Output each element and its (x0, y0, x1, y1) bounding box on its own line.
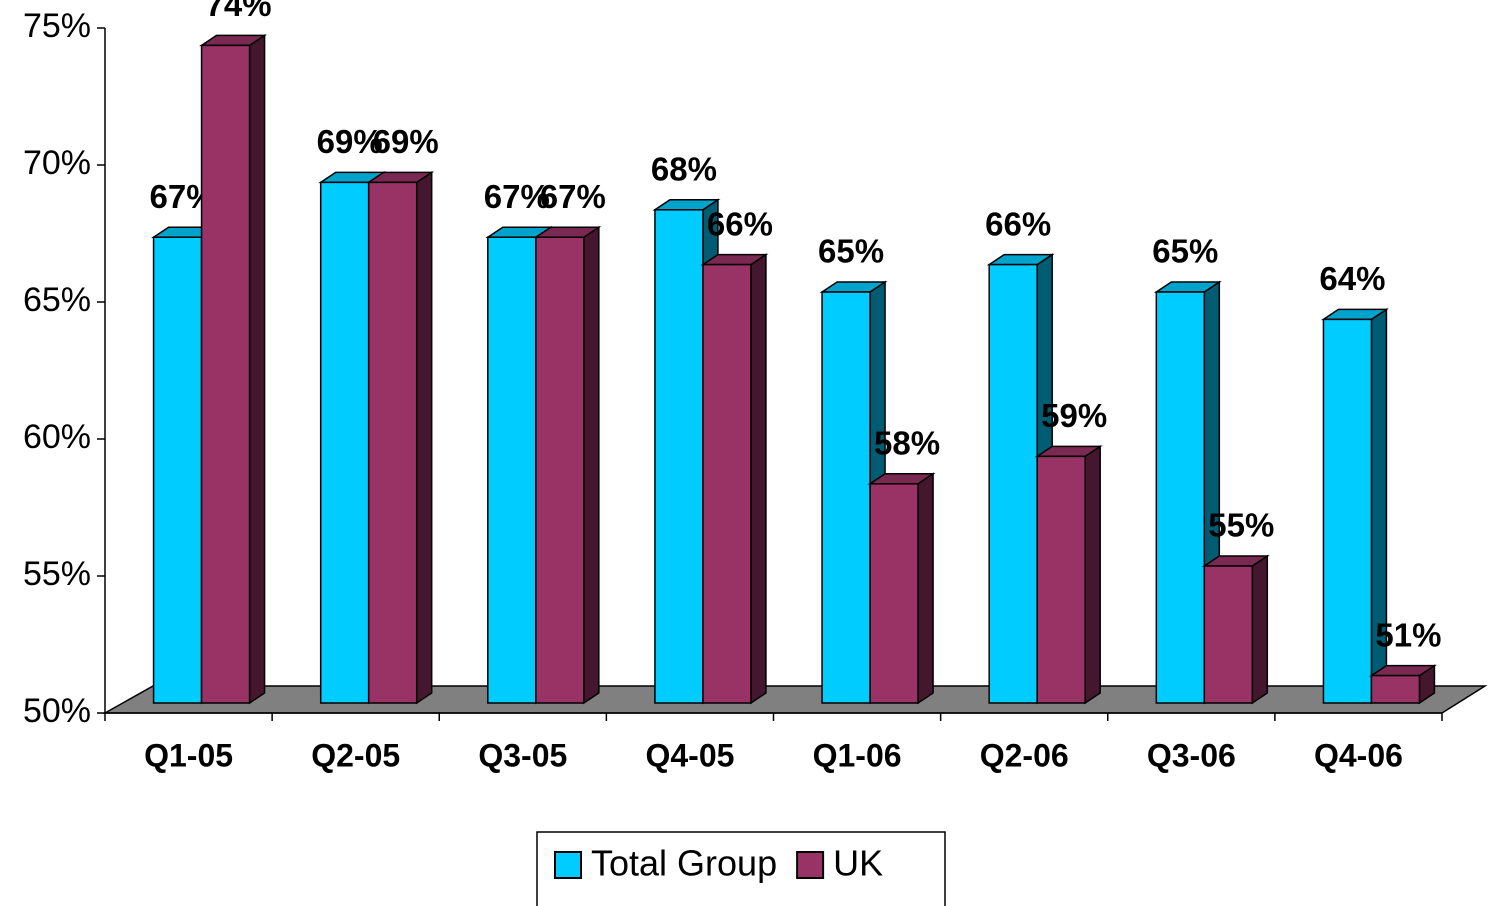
value-label: 64% (1319, 260, 1385, 297)
y-tick-label: 60% (23, 418, 91, 456)
bar (702, 263, 752, 704)
value-label: 55% (1208, 507, 1274, 544)
value-label: 69% (317, 123, 383, 160)
x-tick-label: Q1-05 (144, 737, 233, 773)
bar (200, 44, 251, 704)
x-tick-label: Q3-06 (1147, 737, 1236, 773)
value-label: 66% (985, 205, 1051, 242)
legend-label: Total Group (591, 843, 777, 884)
bar-side (1084, 444, 1101, 705)
value-label: 58% (874, 425, 940, 462)
value-label: 67% (540, 178, 606, 215)
x-tick-label: Q2-06 (980, 737, 1069, 773)
y-tick-label: 55% (23, 555, 91, 593)
value-label: 68% (651, 151, 717, 188)
value-label: 59% (1041, 397, 1107, 434)
value-label: 67% (484, 178, 550, 215)
value-label: 69% (373, 123, 439, 160)
bar (1036, 455, 1086, 704)
x-tick-label: Q2-05 (311, 737, 400, 773)
legend-label: UK (833, 843, 883, 884)
bar-side (1251, 554, 1269, 705)
floor (102, 685, 1488, 714)
bar (367, 181, 418, 704)
bar (1370, 674, 1421, 704)
bar (152, 236, 203, 704)
value-label: 65% (818, 233, 884, 270)
value-label: 65% (1152, 233, 1218, 270)
x-tick-label: Q3-05 (478, 737, 567, 773)
bar (654, 209, 704, 704)
value-label: 51% (1375, 616, 1441, 653)
y-tick-label: 65% (23, 281, 91, 319)
bar (535, 236, 585, 704)
bar (988, 263, 1038, 704)
bar-side (248, 33, 266, 705)
y-tick-label: 50% (23, 692, 91, 730)
bar-side (750, 253, 767, 705)
bar (821, 291, 871, 704)
x-tick-label: Q4-06 (1314, 737, 1403, 773)
legend-swatch (796, 851, 825, 879)
bar (869, 483, 919, 704)
bar-side (917, 472, 934, 705)
bar (487, 236, 537, 704)
bar (1322, 318, 1373, 704)
bar (1155, 291, 1206, 704)
y-tick-label: 70% (23, 144, 91, 182)
x-tick-label: Q1-06 (813, 737, 902, 773)
value-label: 66% (707, 205, 773, 242)
legend-swatch (554, 851, 582, 879)
x-tick-label: Q4-05 (645, 737, 734, 773)
bar-side (415, 170, 433, 705)
bar-side (583, 225, 600, 705)
bar (1203, 565, 1254, 704)
bar (319, 181, 370, 704)
value-label: 74% (206, 0, 272, 23)
legend (536, 831, 946, 906)
y-tick-label: 75% (23, 7, 91, 45)
